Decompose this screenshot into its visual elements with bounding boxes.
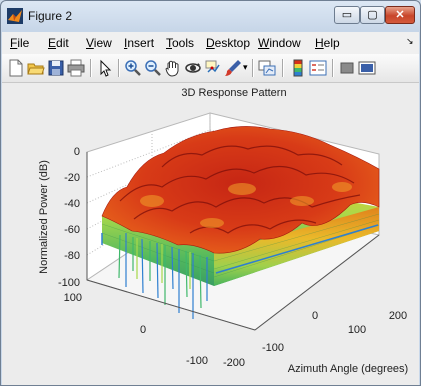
x-axis-label: Azimuth Angle (degrees) (288, 363, 408, 375)
surface-highlights (140, 182, 352, 228)
link-plot-icon[interactable] (258, 59, 276, 77)
hide-plot-tools-icon[interactable] (338, 59, 356, 77)
z-tick-label: -20 (64, 172, 80, 184)
pointer-icon[interactable] (96, 59, 114, 77)
z-tick-label: 0 (74, 146, 80, 158)
legend-icon[interactable] (309, 59, 327, 77)
maximize-icon: ▢ (367, 9, 378, 21)
z-tick-label: -60 (64, 224, 80, 236)
z-tick-label: -80 (64, 250, 80, 262)
menu-help[interactable]: Help (315, 36, 340, 50)
z-axis-ticks: 0 -20 -40 -60 -80 -100 (58, 146, 80, 289)
z-tick-label: -40 (64, 198, 80, 210)
colorbar-icon[interactable] (289, 59, 307, 77)
toolbar-separator (282, 59, 284, 77)
y-tick-label: 0 (140, 324, 146, 336)
toolbar-separator (332, 59, 334, 77)
menu-insert[interactable]: Insert (124, 36, 155, 50)
menu-edit[interactable]: Edit (48, 36, 69, 50)
open-file-icon[interactable] (27, 59, 45, 77)
brush-icon[interactable] (224, 59, 242, 77)
figure-canvas[interactable]: 3D Response Pattern (2, 83, 419, 385)
zoom-in-icon[interactable] (124, 59, 142, 77)
axes-3d[interactable]: 3D Response Pattern (2, 83, 419, 385)
x-tick-label: -200 (223, 357, 245, 369)
minimize-button[interactable]: ▭ (334, 6, 360, 24)
toolbar-separator (118, 59, 120, 77)
pan-icon[interactable] (164, 59, 182, 77)
chart-title: 3D Response Pattern (181, 87, 286, 99)
menu-bar: File Edit View Insert Tools Desktop Wind… (2, 32, 419, 54)
zoom-out-icon[interactable] (144, 59, 162, 77)
print-icon[interactable] (67, 59, 85, 77)
y-axis-ticks: 100 0 -100 (64, 292, 208, 367)
close-button[interactable]: ✕ (385, 6, 415, 24)
toolbar-separator (90, 59, 92, 77)
toolbar-separator (252, 59, 254, 77)
show-plot-tools-icon[interactable] (358, 59, 376, 77)
menu-window[interactable]: Window (258, 36, 301, 50)
menu-file[interactable]: File (10, 36, 30, 50)
z-tick-label: -100 (58, 277, 80, 289)
axis-lines (86, 152, 380, 331)
title-bar[interactable]: Figure 2 ▭ ▢ ✕ (1, 1, 420, 31)
x-tick-label: 200 (389, 310, 407, 322)
surface-null-spikes (118, 233, 208, 319)
close-icon: ✕ (395, 9, 405, 21)
menu-overflow-icon[interactable]: ↘ (406, 36, 414, 46)
menu-tools[interactable]: Tools (166, 36, 195, 50)
menu-view[interactable]: View (86, 36, 112, 50)
menu-desktop[interactable]: Desktop (206, 36, 251, 50)
rotate-icon[interactable] (184, 59, 202, 77)
minimize-icon: ▭ (341, 9, 353, 21)
matlab-logo-icon (7, 8, 23, 24)
brush-dropdown-icon[interactable]: ▾ (243, 62, 248, 72)
window-title: Figure 2 (28, 9, 73, 23)
surface-edge-line (215, 224, 379, 274)
x-axis-ticks: -200 -100 0 100 200 (223, 310, 407, 369)
y-tick-label: -100 (186, 355, 208, 367)
y-tick-label: 100 (64, 292, 82, 304)
surface-mesh (101, 213, 380, 278)
x-tick-label: 0 (312, 310, 318, 322)
x-tick-label: 100 (348, 324, 366, 336)
maximize-button[interactable]: ▢ (360, 6, 385, 24)
new-figure-icon[interactable] (7, 59, 25, 77)
x-tick-label: -100 (262, 342, 284, 354)
figure-toolbar: ▾ (2, 54, 419, 83)
data-cursor-icon[interactable] (204, 59, 222, 77)
surface-front-side (214, 207, 379, 286)
z-axis-label: Normalized Power (dB) (38, 160, 50, 274)
save-icon[interactable] (47, 59, 65, 77)
